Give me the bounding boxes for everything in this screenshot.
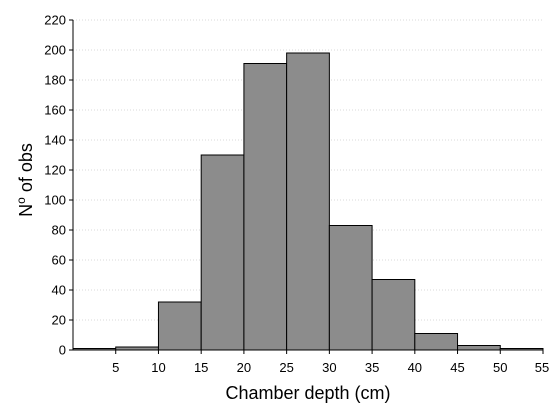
- bar-40-45: [414, 333, 459, 351]
- y-axis-title-suffix: of obs: [16, 143, 36, 197]
- y-tick-label: 200: [44, 43, 66, 58]
- bar-45-50: [457, 345, 501, 351]
- y-tick-label: 0: [59, 343, 66, 358]
- y-tick-label: 60: [52, 253, 66, 268]
- bar-35-40: [371, 279, 416, 351]
- x-tick-label: 30: [322, 360, 336, 375]
- y-tick-label: 20: [52, 313, 66, 328]
- x-tick-label: 25: [279, 360, 293, 375]
- x-tick-labels: 5 10 15 20 25 30 35 40 45 50 55: [112, 360, 549, 375]
- bar-10-15: [157, 301, 202, 351]
- x-tick-label: 55: [535, 360, 549, 375]
- x-tick-label: 40: [408, 360, 422, 375]
- bar-20-25: [243, 63, 288, 351]
- y-axis-title: No of obs: [14, 143, 36, 217]
- bar-25-30: [286, 52, 330, 351]
- x-tick-label: 20: [237, 360, 251, 375]
- y-tick-label: 100: [44, 193, 66, 208]
- axes: [69, 19, 544, 354]
- x-tick-label: 15: [194, 360, 208, 375]
- bars: [72, 52, 544, 351]
- x-axis-title: Chamber depth (cm): [225, 383, 390, 403]
- y-tick-label: 180: [44, 73, 66, 88]
- x-tick-label: 35: [365, 360, 379, 375]
- y-tick-labels: 0 20 40 60 80 100 120 140 160 180 200 220: [44, 13, 66, 358]
- x-tick-label: 5: [112, 360, 119, 375]
- y-tick-label: 80: [52, 223, 66, 238]
- y-tick-label: 160: [44, 103, 66, 118]
- x-tick-label: 10: [151, 360, 165, 375]
- bar-30-35: [328, 225, 373, 351]
- y-axis-title-superscript: o: [14, 197, 28, 204]
- y-tick-label: 140: [44, 133, 66, 148]
- bar-15-20: [200, 154, 245, 351]
- y-tick-label: 220: [44, 13, 66, 28]
- y-axis-title-prefix: N: [16, 204, 36, 217]
- x-tick-label: 50: [493, 360, 507, 375]
- y-tick-label: 40: [52, 283, 66, 298]
- y-tick-label: 120: [44, 163, 66, 178]
- x-tick-label: 45: [450, 360, 464, 375]
